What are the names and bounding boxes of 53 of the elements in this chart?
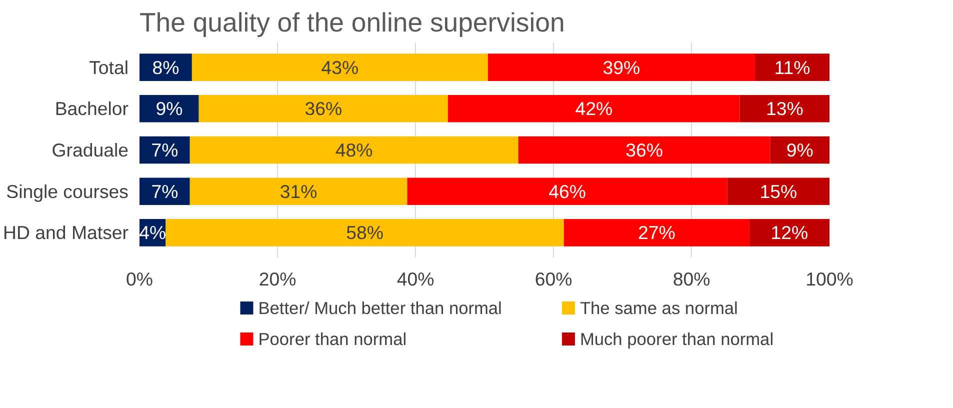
data-label: 42% [575,98,613,120]
y-tick-label: Single courses [6,180,129,202]
data-label: 7% [151,140,178,160]
data-label: 9% [156,98,183,120]
y-tick-label: Graduale [52,140,128,160]
bar [727,178,830,205]
bar [140,95,199,122]
y-tick-label: HD and Matser [3,222,129,244]
bar [564,219,750,246]
chart-title: The quality of the online supervision [140,8,565,38]
x-tick-label: 80% [672,268,710,290]
x-tick-label: 20% [258,268,296,290]
bar [448,95,740,122]
x-tick-label: 0% [126,268,153,290]
legend-label: Better/ Much better than normal [258,298,502,318]
data-label: 8% [152,56,180,78]
bar [407,178,728,205]
bar [749,219,830,246]
data-label: 36% [304,98,342,120]
data-label: 27% [638,222,676,244]
data-label: 11% [774,56,810,78]
bar [140,136,190,164]
legend-label: Poorer than normal [258,329,407,349]
y-tick-label: Bachelor [54,98,129,120]
bar [754,54,830,81]
bar [740,95,830,122]
data-label: 13% [766,98,804,120]
data-label: 48% [335,140,373,160]
bar [190,178,408,205]
bar [166,219,564,246]
y-tick-label: Total [89,56,129,78]
data-label: 9% [786,140,814,160]
data-label: 39% [602,56,640,78]
data-label: 58% [346,222,384,244]
data-label: 7% [151,180,178,202]
x-tick-label: 100% [806,268,854,290]
bar [488,54,755,81]
data-label: 31% [280,180,318,202]
x-tick-label: 40% [396,268,434,290]
data-label: 36% [626,140,663,160]
x-tick-label: 60% [534,268,572,290]
data-label: 4% [139,222,166,244]
legend-label: Much poorer than normal [580,329,774,349]
data-label: 12% [770,222,808,244]
legend-label: The same as normal [580,298,738,318]
bar [190,136,518,164]
bar [192,54,488,81]
bar [518,136,770,164]
bar [198,95,448,122]
data-label: 46% [548,180,586,202]
data-label: 15% [760,180,798,202]
data-label: 43% [321,56,359,78]
bar [140,178,190,205]
